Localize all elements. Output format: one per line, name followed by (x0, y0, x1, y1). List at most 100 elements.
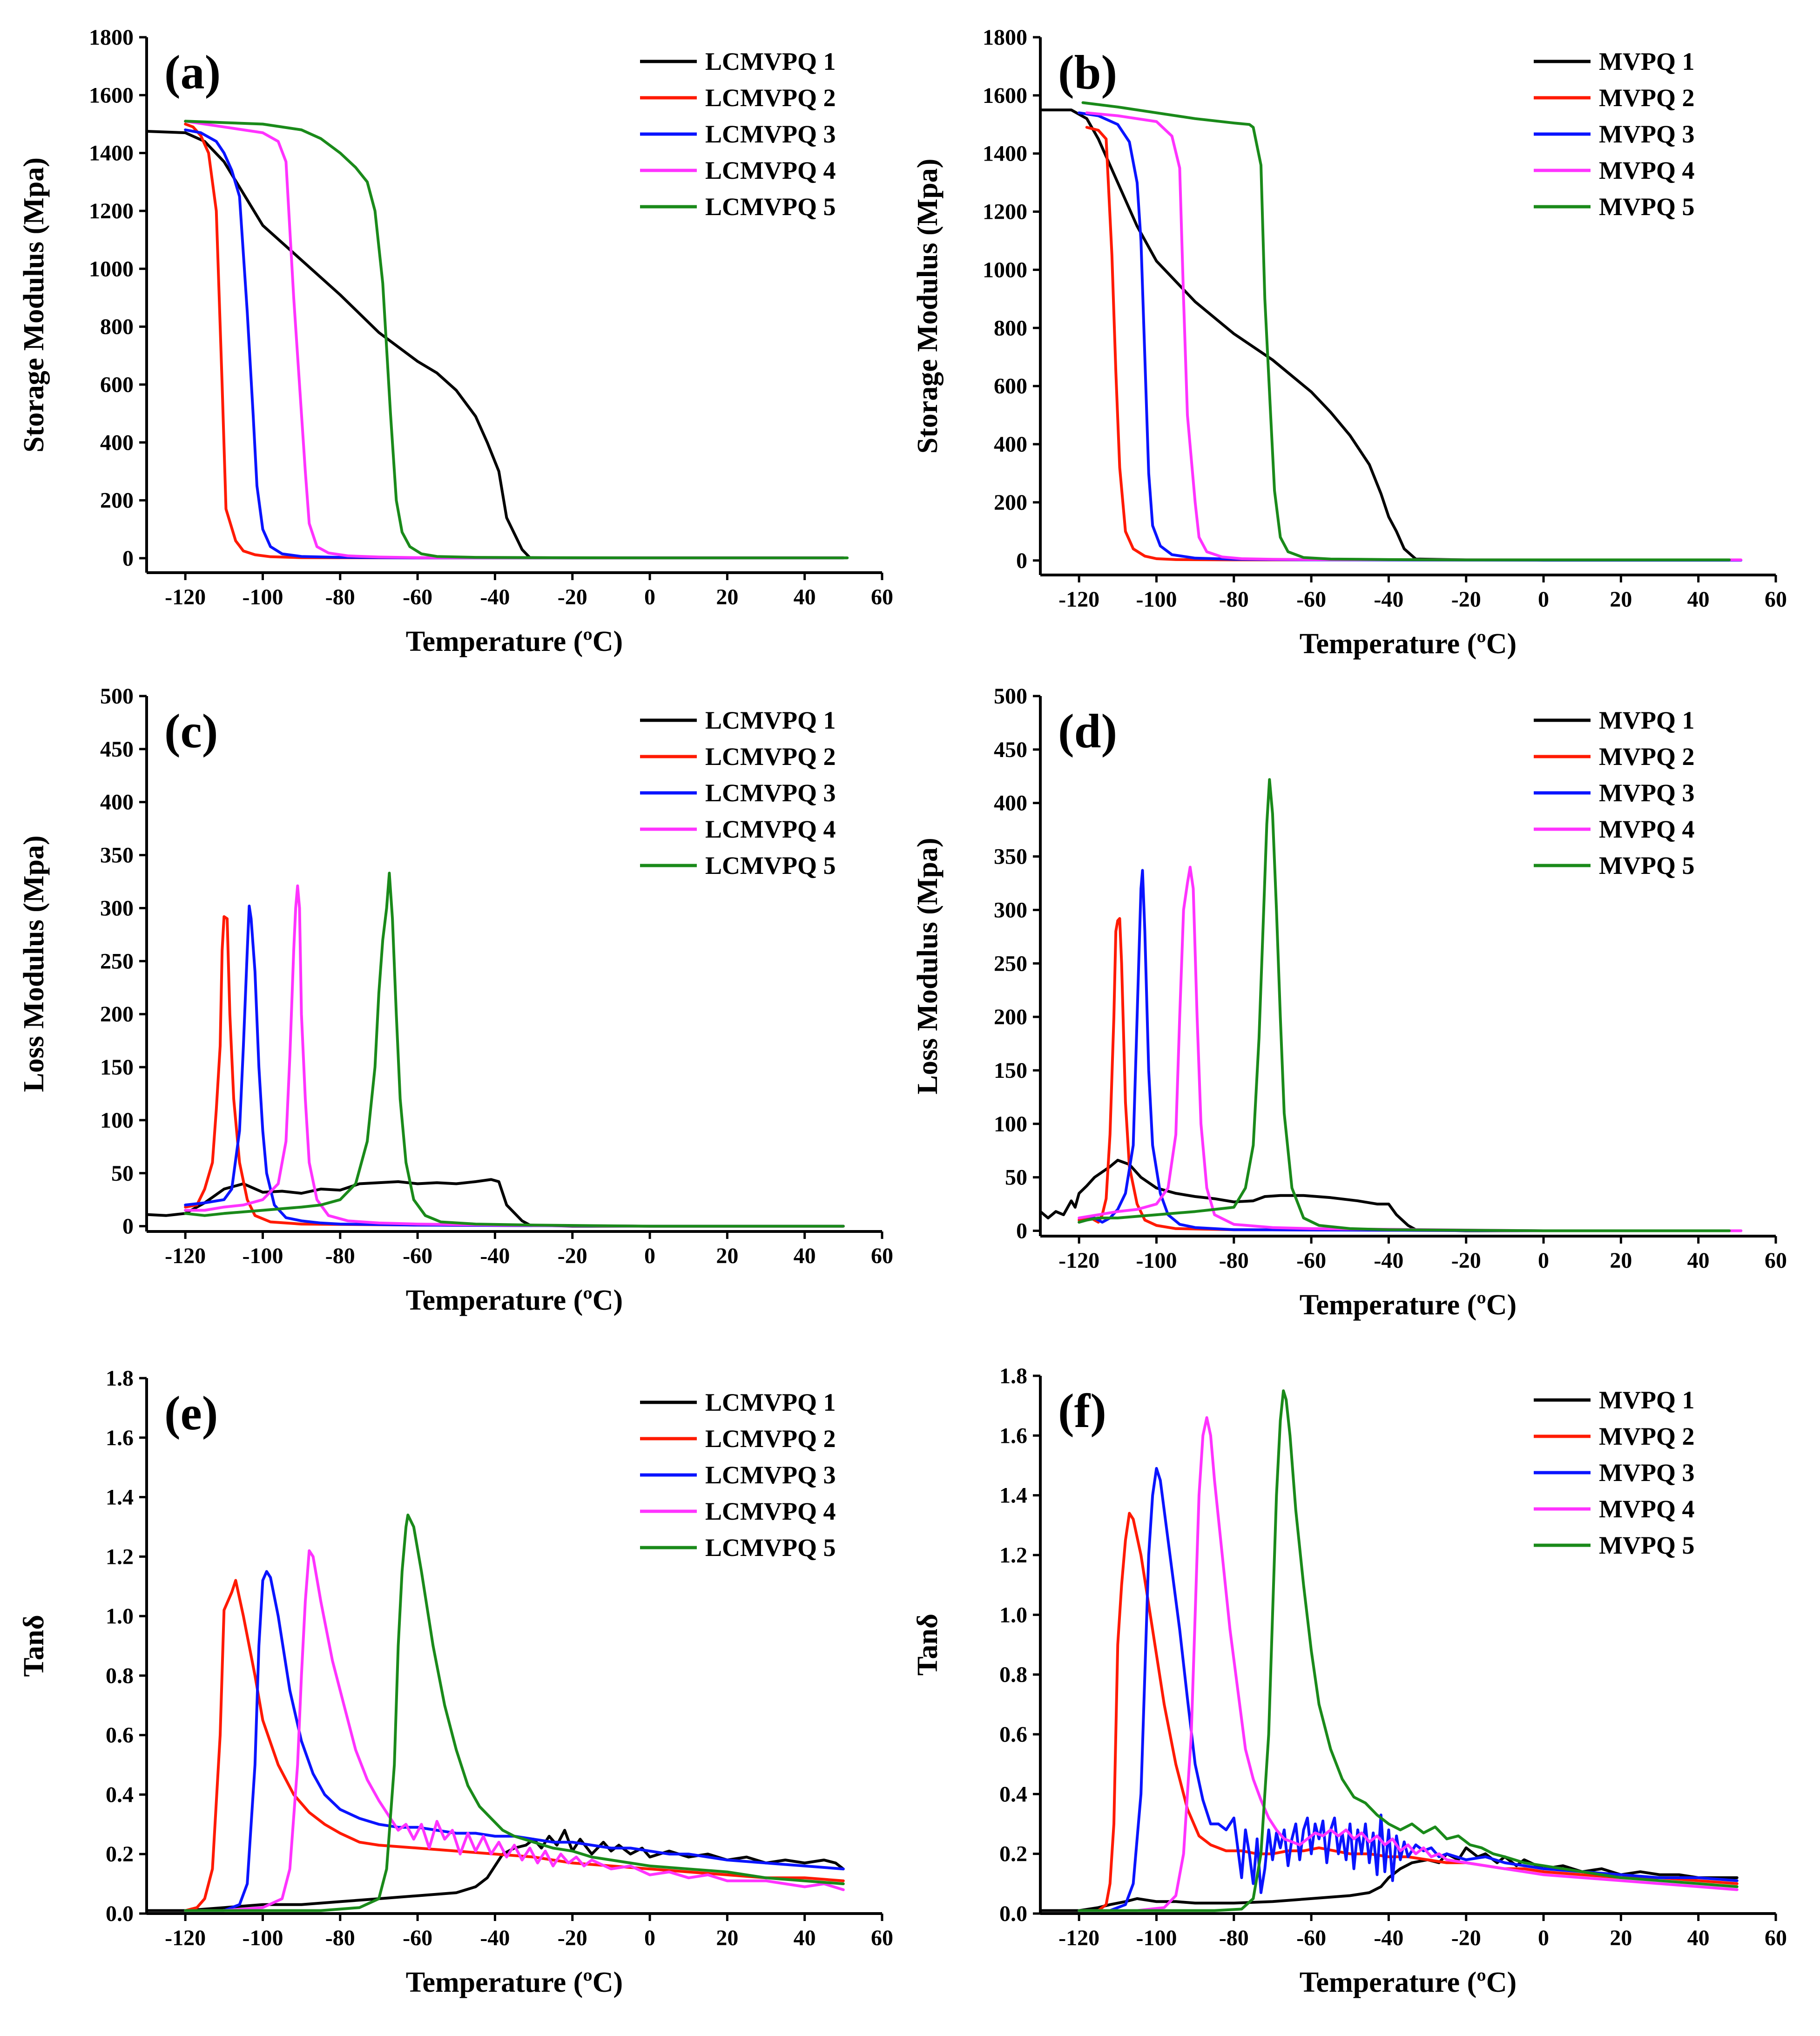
series-line-4 (1085, 111, 1743, 561)
y-tick-label: 200 (100, 488, 134, 513)
y-tick-label: 200 (994, 1005, 1027, 1029)
x-axis-title: Temperature (ºC) (1300, 1967, 1517, 1998)
y-tick-label: 350 (100, 843, 134, 868)
x-tick-label: 40 (1687, 587, 1710, 612)
panel-label: (b) (1058, 46, 1117, 99)
y-axis-title: Storage Modulus (Mpa) (18, 157, 50, 453)
y-tick-label: 0.8 (106, 1664, 134, 1688)
y-tick-label: 450 (100, 737, 134, 762)
legend-label-1: MVPQ 1 (1599, 706, 1694, 734)
series-line-3 (184, 904, 845, 1228)
series-line-2 (184, 915, 845, 1228)
y-tick-label: 0.0 (106, 1901, 134, 1926)
series-line-2 (1078, 917, 1739, 1232)
x-tick-label: 40 (1687, 1248, 1710, 1273)
legend-label-1: LCMVPQ 1 (705, 47, 836, 75)
x-tick-label: -100 (1136, 1248, 1177, 1273)
x-tick-label: -40 (480, 585, 510, 609)
x-axis-title: Temperature (ºC) (1300, 628, 1517, 660)
x-tick-label: 40 (794, 1244, 816, 1268)
y-tick-label: 250 (994, 951, 1027, 976)
legend-label-3: LCMVPQ 3 (705, 779, 836, 807)
y-tick-label: 1400 (89, 141, 134, 166)
x-tick-label: 0 (1538, 1926, 1549, 1950)
y-tick-label: 400 (994, 432, 1027, 457)
x-tick-label: -40 (480, 1244, 510, 1268)
y-tick-label: 800 (100, 315, 134, 339)
panel-label: (d) (1058, 704, 1117, 758)
x-tick-label: -120 (165, 585, 206, 609)
x-tick-label: -80 (1219, 1248, 1249, 1273)
x-tick-label: -40 (480, 1926, 510, 1950)
y-tick-label: 350 (994, 845, 1027, 869)
y-tick-label: 400 (994, 791, 1027, 816)
series-line-5 (1081, 101, 1731, 561)
series-line-4 (184, 120, 845, 560)
x-tick-label: -20 (558, 1926, 587, 1950)
x-tick-label: 20 (716, 1244, 738, 1268)
x-tick-label: -100 (242, 585, 283, 609)
x-axis-title: Temperature (ºC) (406, 1967, 623, 1998)
series-line-5 (184, 872, 845, 1228)
x-tick-label: -60 (1296, 1248, 1326, 1273)
x-axis-title: Temperature (ºC) (406, 1285, 623, 1316)
x-tick-label: -120 (1058, 1248, 1099, 1273)
y-tick-label: 0.2 (106, 1842, 134, 1867)
series-line-4 (1078, 866, 1743, 1232)
y-tick-label: 0 (1016, 548, 1027, 573)
x-tick-label: -100 (1136, 1926, 1177, 1950)
legend-label-1: LCMVPQ 1 (705, 706, 836, 734)
panel-label: (e) (164, 1387, 218, 1440)
legend-label-5: MVPQ 5 (1599, 193, 1694, 221)
y-tick-label: 200 (100, 1002, 134, 1027)
x-tick-label: -40 (1374, 587, 1403, 612)
x-tick-label: -60 (403, 1926, 432, 1950)
legend-label-5: LCMVPQ 5 (705, 193, 836, 221)
y-tick-label: 1.6 (106, 1426, 134, 1450)
y-tick-label: 0.6 (999, 1722, 1027, 1747)
y-tick-label: 300 (100, 896, 134, 920)
legend-label-4: MVPQ 4 (1599, 815, 1694, 843)
y-tick-label: 250 (100, 949, 134, 974)
series-line-5 (184, 120, 849, 560)
legend-label-3: MVPQ 3 (1599, 120, 1694, 148)
x-tick-label: 60 (871, 585, 893, 609)
y-tick-label: 1600 (89, 83, 134, 108)
legend-label-3: MVPQ 3 (1599, 1459, 1694, 1487)
series-line-2 (1097, 1512, 1739, 1912)
series-line-2 (184, 1579, 845, 1912)
series-line-4 (1078, 1416, 1739, 1912)
legend-label-5: MVPQ 5 (1599, 852, 1694, 879)
y-tick-label: 400 (100, 790, 134, 815)
y-tick-label: 50 (1005, 1165, 1027, 1190)
series-line-5 (1078, 778, 1731, 1232)
y-tick-label: 0.0 (999, 1901, 1027, 1926)
x-tick-label: -80 (325, 1926, 355, 1950)
y-tick-label: 1800 (983, 25, 1027, 50)
x-tick-label: 60 (1765, 587, 1787, 612)
y-axis-title: Storage Modulus (Mpa) (912, 159, 944, 454)
x-tick-label: 0 (1538, 1248, 1549, 1273)
x-tick-label: -20 (558, 1244, 587, 1268)
legend-label-2: LCMVPQ 2 (705, 84, 836, 112)
y-tick-label: 1200 (89, 199, 134, 223)
legend-label-3: LCMVPQ 3 (705, 120, 836, 148)
y-tick-label: 0 (122, 1214, 134, 1239)
legend-label-4: MVPQ 4 (1599, 1495, 1694, 1523)
x-tick-label: 40 (794, 585, 816, 609)
y-axis-title: Loss Modulus (Mpa) (912, 838, 944, 1094)
legend-label-4: LCMVPQ 4 (705, 1497, 836, 1525)
x-tick-label: 20 (1610, 1248, 1632, 1273)
y-tick-label: 1800 (89, 25, 134, 50)
legend-label-3: LCMVPQ 3 (705, 1461, 836, 1489)
legend-label-2: MVPQ 2 (1599, 84, 1694, 112)
y-tick-label: 1000 (89, 257, 134, 281)
y-tick-label: 500 (100, 684, 134, 709)
legend-label-1: MVPQ 1 (1599, 1386, 1694, 1414)
y-tick-label: 800 (994, 316, 1027, 340)
